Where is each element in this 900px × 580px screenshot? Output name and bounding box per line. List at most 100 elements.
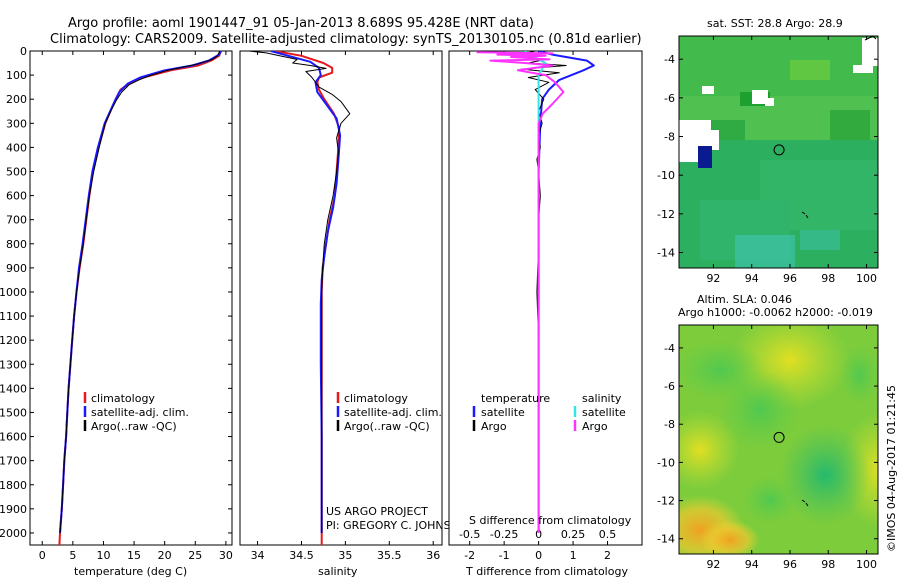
temperature-plot-frame [29,50,233,546]
map-y-tick-label: -10 [657,456,675,469]
x-tick-label: -1 [499,549,510,562]
sla-map-title: Altim. SLA: 0.046 [697,293,792,306]
s-difference-axis: -0.5 -0.25 0 0.25 0.5 [459,528,616,541]
legend-label-s-satellite: satellite [582,406,626,419]
pi-label: PI: GREGORY C. JOHNSON [326,519,467,532]
depth-tick-label: 1500 [0,406,27,419]
legend-label-argo: Argo(..raw -QC) [91,420,177,433]
depth-tick-label: 100 [6,69,27,82]
salinity-x-axis: 34 34.5 35 35.5 36 [251,51,440,562]
difference-lines [476,51,595,533]
depth-tick-label: 1600 [0,431,27,444]
depth-tick-label: 1300 [0,358,27,371]
legend-label-climatology: climatology [91,392,155,405]
sst-cloud-mask [711,130,719,150]
depth-tick-label: 1700 [0,455,27,468]
map-x-tick-label: 100 [856,558,877,571]
sla-map-field [679,325,878,554]
x-tick-label: 1 [570,549,577,562]
map-y-tick-label: -8 [664,418,675,431]
depth-tick-label: 0 [20,45,27,58]
difference-legend: temperature salinity satellite Argo sate… [472,392,626,433]
salinity-legend: climatology satellite-adj. clim. Argo(..… [336,392,442,433]
legend-label-climatology: climatology [344,392,408,405]
map-y-tick-label: -4 [664,342,675,355]
map-y-tick-label: -8 [664,131,675,144]
sst-float-marker [773,144,785,156]
map-y-tick-label: -6 [664,92,675,105]
map-x-tick-label: 100 [856,272,877,285]
x-tick-label: 36 [426,549,440,562]
sst-cloud-mask [853,65,873,73]
project-label: US ARGO PROJECT [326,505,428,518]
x-tick-label: 0 [535,549,542,562]
sla-float-marker [773,431,785,443]
map-y-tick-label: -12 [657,495,675,508]
depth-tick-label: 1900 [0,503,27,516]
map-y-tick-label: -14 [657,533,675,546]
x-tick-label: 25 [188,549,202,562]
depth-tick-label: 500 [6,165,27,178]
legend-label-satellite: satellite-adj. clim. [344,406,442,419]
map-x-tick-label: 98 [821,272,835,285]
x-tick-label: 35 [338,549,352,562]
sst-cloud-mask [862,38,878,66]
depth-tick-label: 1000 [0,286,27,299]
x-tick-label: 10 [96,549,110,562]
depth-tick-label: 1200 [0,334,27,347]
map-x-tick-label: 92 [706,272,720,285]
sla-map-panel: Altim. SLA: 0.046 Argo h1000: -0.0062 h2… [657,293,879,571]
x-tick-label: 35.5 [377,549,402,562]
temperature-legend: climatology satellite-adj. clim. Argo(..… [83,392,189,433]
sst-cloud-mask [702,86,714,94]
sst-map-frame [678,35,879,269]
s-axis-tick-label: 0.5 [599,528,617,541]
x-tick-label: 0 [39,549,46,562]
sst-cloud-mask [752,90,768,104]
map-y-tick-label: -14 [657,247,675,260]
map-x-tick-label: 94 [745,272,759,285]
depth-tick-label: 2000 [0,527,27,540]
depth-tick-label: 800 [6,238,27,251]
sst-map-panel: sat. SST: 28.8 Argo: 28.9 92 94 96 98 100 -4 -… [657,17,879,285]
x-tick-label: -2 [464,549,475,562]
temperature-xlabel: temperature (deg C) [74,565,187,578]
sst-cold-patch [698,146,712,168]
series-line-argo-raw-qc [59,51,221,534]
legend-label-s-argo: Argo [582,420,608,433]
x-tick-label: 15 [127,549,141,562]
salinity-xlabel: salinity [318,565,358,578]
depth-tick-label: 1100 [0,310,27,323]
s-axis-tick-label: -0.25 [490,528,518,541]
legend-label-t-argo: Argo [481,420,507,433]
depth-tick-label: 600 [6,190,27,203]
legend-label-argo: Argo(..raw -QC) [344,420,430,433]
legend-header-salinity: salinity [582,392,622,405]
map-x-tick-label: 96 [783,558,797,571]
difference-panel: -2 -1 0 1 2 -0.5 -0.25 0 0.25 0.5 T difference f… [448,50,643,578]
map-y-tick-label: -6 [664,380,675,393]
x-tick-label: 34 [251,549,265,562]
x-tick-label: 34.5 [289,549,314,562]
t-difference-xlabel: T difference from climatology [465,565,628,578]
map-x-tick-label: 92 [706,558,720,571]
map-y-tick-label: -12 [657,208,675,221]
map-y-tick-label: -10 [657,169,675,182]
salinity-plot-frame [239,50,443,546]
x-tick-label: 30 [219,549,233,562]
depth-tick-label: 1800 [0,479,27,492]
sla-map-subtitle: Argo h1000: -0.0062 h2000: -0.019 [678,306,873,319]
difference-plot-frame [448,50,643,546]
map-y-tick-label: -4 [664,53,675,66]
sst-map-field [679,36,878,268]
temperature-panel: 0100200300400500600700800900100011001200… [0,45,642,578]
s-axis-tick-label: 0 [535,528,542,541]
x-tick-label: 20 [158,549,172,562]
sst-map-axes: 92 94 96 98 100 -4 -6 -8 -10 -12 -14 [657,36,878,285]
sst-map-title: sat. SST: 28.8 Argo: 28.9 [707,17,843,30]
map-x-tick-label: 96 [783,272,797,285]
sla-map-axes: 92 94 96 98 100 -4 -6 -8 -10 -12 -14 [657,325,878,571]
series-line-argo-raw-qc [248,51,351,533]
legend-label-t-satellite: satellite [481,406,525,419]
temperature-lines [58,51,222,545]
